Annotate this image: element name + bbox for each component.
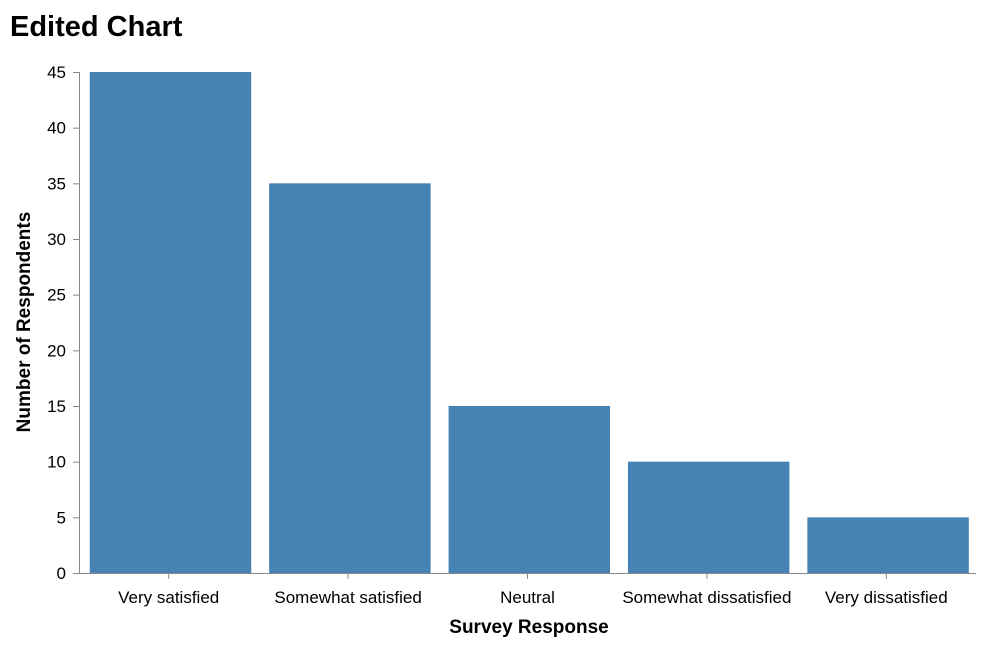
y-tick-label-0: 0 [57,564,66,583]
y-tick-label-15: 15 [47,397,66,416]
bar-somewhat-satisfied [269,183,431,573]
y-tick-label-10: 10 [47,453,66,472]
x-tick-label-very-dissatisfied: Very dissatisfied [825,588,948,607]
bar-neutral [448,406,611,573]
y-tick-label-5: 5 [57,508,66,527]
x-axis-title: Survey Response [449,617,608,638]
y-tick-label-40: 40 [47,119,66,138]
bar-very-dissatisfied [807,517,969,573]
y-tick-label-45: 45 [47,63,66,82]
bar-somewhat-dissatisfied [627,461,790,573]
y-axis-title: Number of Respondents [14,212,35,433]
bar-very-satisfied [89,72,252,573]
y-tick-label-25: 25 [47,286,66,305]
y-tick-label-35: 35 [47,174,66,193]
y-axis: 0 5 10 15 20 25 30 35 40 45 [47,63,80,583]
bars-group [89,72,969,573]
y-tick-label-20: 20 [47,341,66,360]
y-tick-label-30: 30 [47,230,66,249]
x-tick-label-somewhat-dissatisfied: Somewhat dissatisfied [622,588,791,607]
chart-title: Edited Chart [10,11,183,43]
x-axis: Very satisfied Somewhat satisfied Neutral S… [79,573,976,607]
x-tick-label-very-satisfied: Very satisfied [118,588,219,607]
x-tick-label-neutral: Neutral [500,588,555,607]
x-tick-label-somewhat-satisfied: Somewhat satisfied [274,588,421,607]
